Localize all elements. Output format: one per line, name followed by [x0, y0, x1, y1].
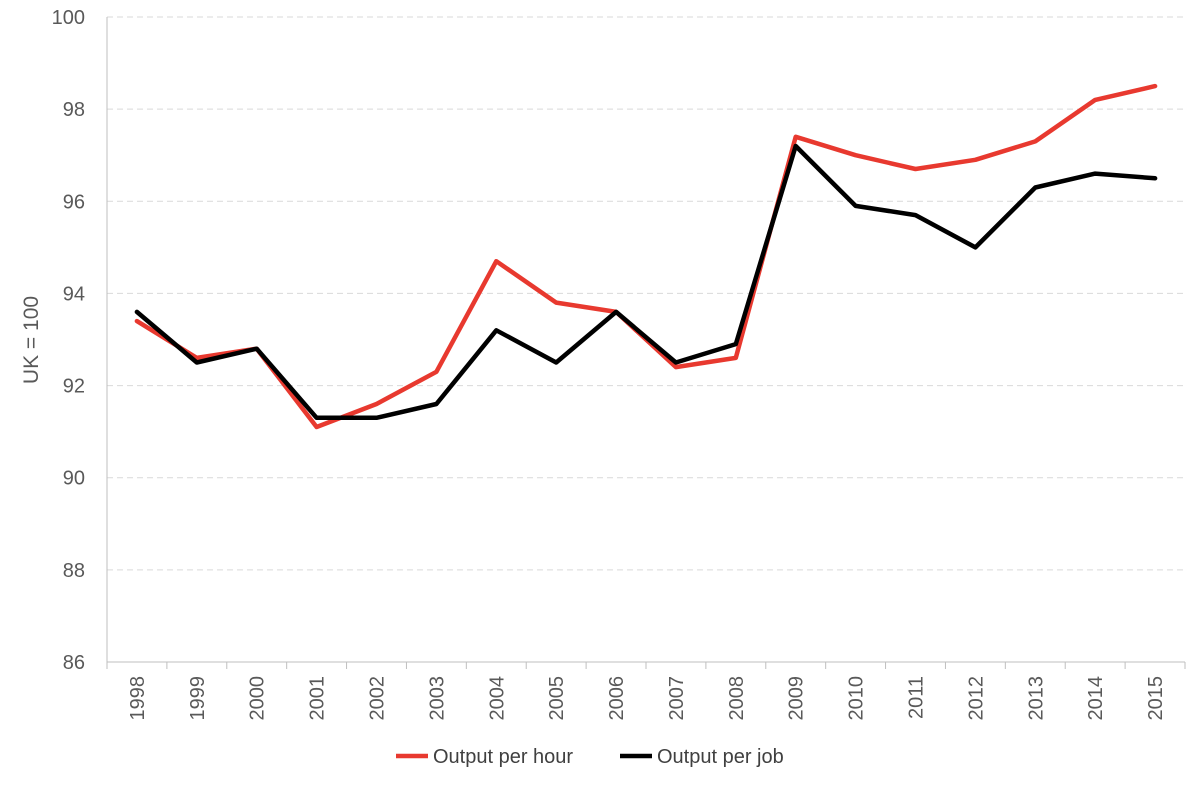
y-tick-label: 96: [63, 191, 85, 213]
x-tick-label: 1998: [127, 676, 149, 721]
x-tick-label: 2004: [486, 676, 508, 721]
x-tick-label: 2010: [846, 676, 868, 721]
y-axis-title: UK = 100: [20, 296, 43, 384]
y-tick-label: 92: [63, 376, 85, 398]
x-tick-label: 1999: [187, 676, 209, 721]
x-tick-labels: 1998 1999 2000 2001 2002 2003 2004 2005 2006 2007…: [127, 676, 1167, 721]
x-tick-label: 2005: [546, 676, 568, 721]
x-tick-label: 2001: [307, 676, 329, 721]
x-tick-label: 2000: [247, 676, 269, 721]
series-line-1: [134, 83, 1158, 430]
x-tick-label: 2009: [786, 676, 808, 721]
x-tick-label: 2006: [606, 676, 628, 721]
grid-lines: [107, 16, 1185, 571]
y-tick-label: 86: [63, 652, 85, 674]
y-tick-label: 88: [63, 560, 85, 582]
x-tick-label: 2008: [726, 676, 748, 721]
axes: [106, 17, 1186, 669]
legend: Output per hour Output per job: [396, 746, 784, 768]
x-tick-label: 2007: [666, 676, 688, 721]
y-tick-labels: 86 88 90 92 94 96 98 100: [52, 7, 85, 674]
series-line-2: [134, 143, 1158, 421]
y-tick-label: 98: [63, 99, 85, 121]
x-tick-label: 2003: [426, 676, 448, 721]
x-tick-label: 2013: [1025, 676, 1047, 721]
y-tick-label: 100: [52, 7, 85, 29]
legend-label-1: Output per hour: [433, 746, 573, 768]
x-tick-label: 2012: [965, 676, 987, 721]
x-tick-label: 2014: [1085, 676, 1107, 721]
y-tick-label: 90: [63, 468, 85, 490]
x-tick-label: 2015: [1145, 676, 1167, 721]
series-lines: [134, 83, 1158, 430]
y-tick-label: 94: [63, 283, 85, 305]
legend-label-2: Output per job: [657, 746, 784, 768]
x-tick-label: 2002: [367, 676, 389, 721]
x-tick-label: 2011: [906, 676, 928, 719]
